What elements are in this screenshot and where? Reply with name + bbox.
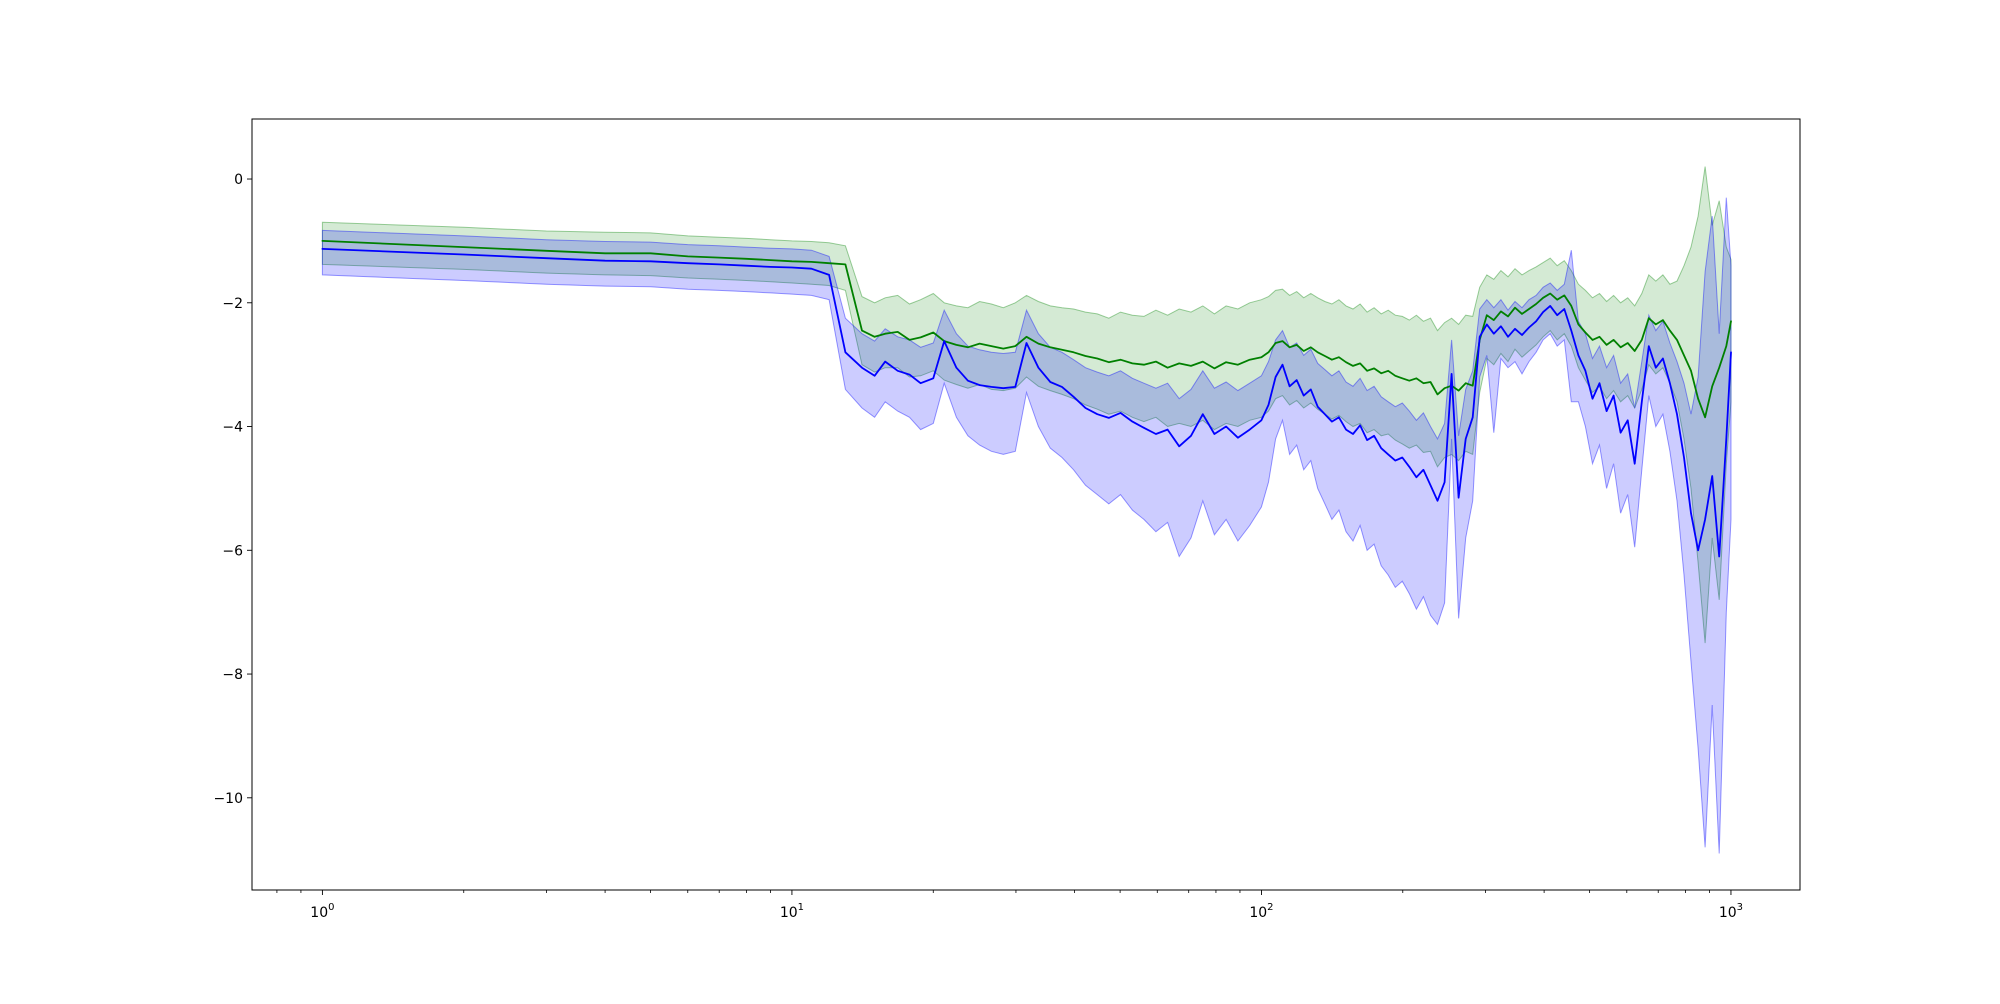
- y-tick-label: −4: [222, 420, 243, 436]
- y-axis: 0 −2 −4 −6 −8 −10: [213, 172, 252, 807]
- blue-series-mean-line: [321, 248, 1732, 558]
- x-tick-label: 101: [780, 902, 804, 921]
- y-tick-label: −8: [222, 667, 243, 683]
- x-axis: 100 101 102 103: [276, 890, 1743, 921]
- x-tick-label: 100: [310, 902, 334, 921]
- green-series-mean-line: [321, 240, 1732, 419]
- axes-spines: [251, 118, 1801, 891]
- green-series-confidence-band: [321, 166, 1732, 644]
- y-tick-label: −2: [222, 296, 243, 312]
- blue-series-confidence-band: [321, 197, 1732, 854]
- y-tick-label: −6: [222, 543, 243, 559]
- plot-area: [321, 166, 1732, 854]
- y-tick-label: 0: [234, 172, 243, 188]
- x-tick-label: 103: [1719, 902, 1743, 921]
- y-tick-label: −10: [213, 791, 243, 807]
- x-tick-label: 102: [1249, 902, 1273, 921]
